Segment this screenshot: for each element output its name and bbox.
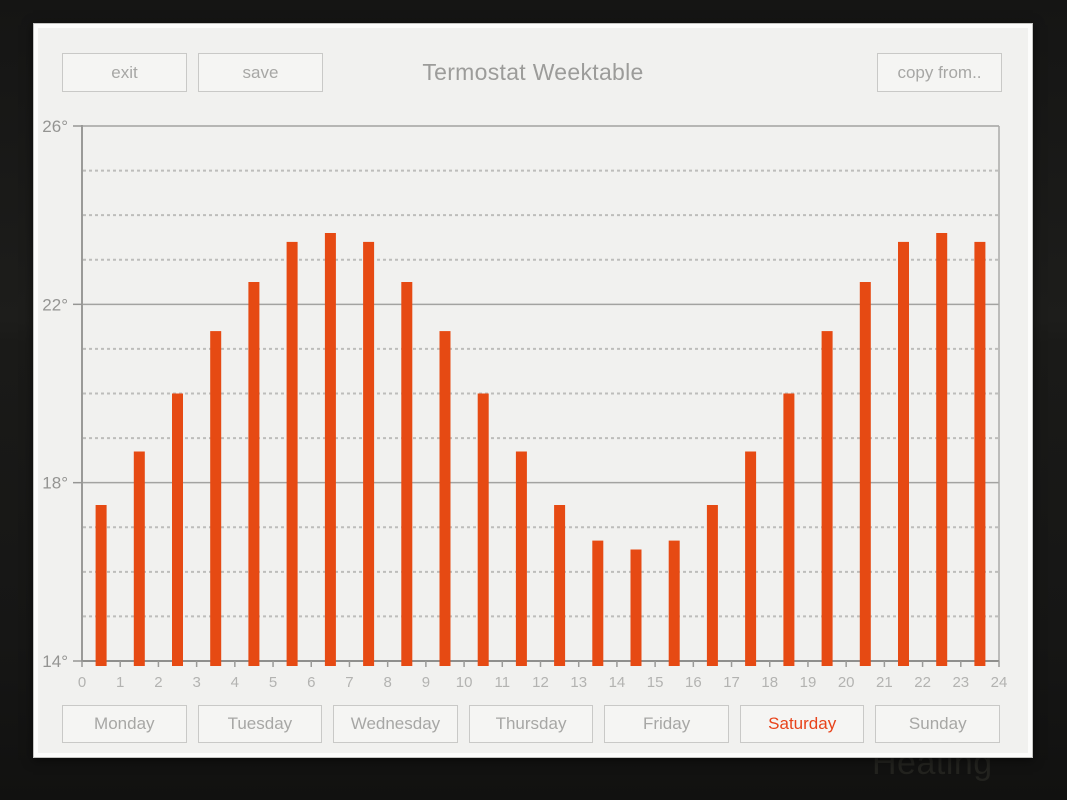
y-tick-label: 14° bbox=[42, 652, 68, 671]
copy-from-button[interactable]: copy from.. bbox=[877, 53, 1002, 92]
temperature-bar-hour-12[interactable] bbox=[554, 505, 566, 666]
x-tick-label: 22 bbox=[914, 674, 931, 691]
x-tick-label: 8 bbox=[383, 674, 391, 691]
temperature-bar-hour-3[interactable] bbox=[210, 331, 222, 666]
x-tick-label: 0 bbox=[78, 674, 86, 691]
x-tick-label: 14 bbox=[609, 674, 626, 691]
x-tick-label: 15 bbox=[647, 674, 664, 691]
day-tab-monday[interactable]: Monday bbox=[62, 705, 187, 743]
x-tick-label: 13 bbox=[570, 674, 587, 691]
temperature-bar-hour-11[interactable] bbox=[515, 451, 527, 667]
x-tick-label: 3 bbox=[192, 674, 200, 691]
x-tick-label: 23 bbox=[952, 674, 969, 691]
temperature-bar-hour-5[interactable] bbox=[286, 241, 298, 666]
temperature-bar-hour-2[interactable] bbox=[172, 393, 183, 667]
temperature-bar-hour-6[interactable] bbox=[324, 233, 336, 666]
temperature-bar-hour-9[interactable] bbox=[439, 331, 451, 666]
x-tick-label: 5 bbox=[269, 674, 277, 691]
x-tick-label: 11 bbox=[495, 674, 511, 691]
x-tick-label: 2 bbox=[154, 674, 162, 691]
temperature-bar-hour-0[interactable] bbox=[95, 505, 107, 666]
temperature-bar-hour-10[interactable] bbox=[477, 393, 489, 667]
day-tab-thursday[interactable]: Thursday bbox=[468, 705, 594, 743]
save-button[interactable]: save bbox=[198, 53, 323, 92]
temperature-schedule-chart[interactable]: 14°18°22°26°0 1 2 3 4 5 6 7 8 9 10 11 12 13 14 15 16 17 18… bbox=[38, 28, 1028, 705]
temperature-bar-hour-1[interactable] bbox=[133, 451, 145, 667]
dialog-title: Termostat Weektable bbox=[422, 59, 644, 85]
y-tick-label: 26° bbox=[42, 117, 68, 136]
day-tab-saturday[interactable]: Saturday bbox=[739, 705, 865, 743]
thermostat-weektable-dialog: 14° 18° 22° 26° 0 1 2 3 4 5 6 7 8 9 10 11 12 13 14 15 16 17 18… bbox=[38, 28, 1028, 753]
temperature-bar-hour-17[interactable] bbox=[745, 451, 757, 667]
temperature-bar-hour-16[interactable] bbox=[706, 505, 718, 666]
temperature-bar-hour-21[interactable] bbox=[898, 241, 909, 666]
temperature-bar-hour-19[interactable] bbox=[821, 331, 833, 666]
y-tick-label: 18° bbox=[42, 474, 68, 493]
x-tick-label: 16 bbox=[685, 674, 702, 691]
header-left-buttons: exit save bbox=[62, 53, 323, 92]
x-tick-label: 12 bbox=[532, 674, 549, 691]
day-tab-friday[interactable]: Friday bbox=[604, 705, 729, 743]
day-tab-sunday[interactable]: Sunday bbox=[875, 705, 1001, 743]
temperature-bar-hour-22[interactable] bbox=[936, 233, 948, 666]
x-tick-label: 17 bbox=[723, 674, 740, 691]
x-tick-label: 4 bbox=[231, 674, 239, 691]
temperature-bar-hour-18[interactable] bbox=[783, 393, 795, 667]
dialog-frame: 14° 18° 22° 26° 0 1 2 3 4 5 6 7 8 9 10 11 12 13 14 15 16 17 18… bbox=[33, 23, 1033, 758]
temperature-bar-hour-13[interactable] bbox=[592, 540, 604, 666]
x-tick-label: 7 bbox=[345, 674, 353, 691]
temperature-bar-hour-23[interactable] bbox=[974, 241, 986, 666]
exit-button[interactable]: exit bbox=[62, 53, 187, 92]
day-tab-wednesday[interactable]: Wednesday bbox=[333, 705, 458, 743]
day-tab-tuesday[interactable]: Tuesday bbox=[197, 705, 323, 743]
x-tick-label: 19 bbox=[800, 674, 817, 691]
x-tick-label: 21 bbox=[876, 674, 893, 691]
temperature-bar-hour-14[interactable] bbox=[630, 549, 642, 667]
x-tick-label: 10 bbox=[456, 674, 473, 691]
y-tick-label: 22° bbox=[42, 295, 68, 314]
x-tick-label: 6 bbox=[307, 674, 315, 691]
temperature-bar-hour-15[interactable] bbox=[668, 540, 680, 666]
x-tick-label: 9 bbox=[422, 674, 430, 691]
x-tick-label: 20 bbox=[838, 674, 855, 691]
x-tick-label: 18 bbox=[761, 674, 778, 691]
temperature-bar-hour-20[interactable] bbox=[859, 282, 871, 666]
temperature-bar-hour-8[interactable] bbox=[401, 282, 413, 666]
day-tabs-row: Monday Tuesday Wednesday Thursday Friday… bbox=[62, 705, 1001, 743]
x-tick-label: 24 bbox=[991, 674, 1008, 691]
x-tick-label: 1 bbox=[116, 674, 124, 691]
temperature-bar-hour-7[interactable] bbox=[363, 241, 375, 666]
temperature-bar-hour-4[interactable] bbox=[248, 282, 260, 666]
